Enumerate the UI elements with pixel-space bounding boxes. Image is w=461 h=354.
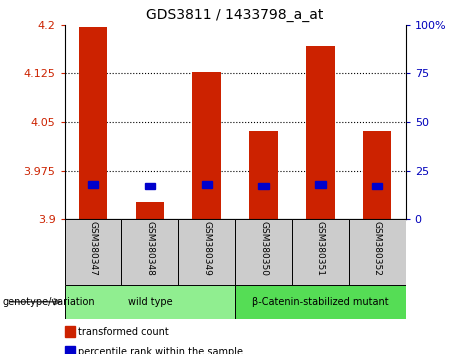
Text: GSM380349: GSM380349 [202, 222, 211, 276]
Text: β-Catenin-stabilized mutant: β-Catenin-stabilized mutant [252, 297, 389, 307]
Text: genotype/variation: genotype/variation [2, 297, 95, 307]
Bar [249, 131, 278, 219]
Bar [136, 202, 164, 219]
Bar [306, 46, 335, 219]
Bar [121, 219, 178, 285]
Text: GSM380350: GSM380350 [259, 222, 268, 276]
Bar [65, 285, 235, 319]
Text: transformed count: transformed count [78, 327, 169, 337]
Bar [372, 183, 382, 189]
Bar [363, 131, 391, 219]
Text: GSM380347: GSM380347 [89, 222, 97, 276]
Bar [79, 27, 107, 219]
Text: GSM380348: GSM380348 [145, 222, 154, 276]
Title: GDS3811 / 1433798_a_at: GDS3811 / 1433798_a_at [147, 8, 324, 22]
Bar [235, 219, 292, 285]
Bar [292, 219, 349, 285]
Bar [235, 285, 406, 319]
Bar [65, 219, 121, 285]
Bar [88, 181, 98, 188]
Bar [178, 219, 235, 285]
Bar [145, 183, 155, 189]
Bar [259, 183, 269, 189]
Bar [349, 219, 406, 285]
Text: GSM380351: GSM380351 [316, 222, 325, 276]
Text: GSM380352: GSM380352 [373, 222, 382, 276]
Text: wild type: wild type [128, 297, 172, 307]
Bar [315, 181, 325, 188]
Bar [201, 181, 212, 188]
Text: percentile rank within the sample: percentile rank within the sample [78, 347, 243, 354]
Bar [193, 72, 221, 219]
